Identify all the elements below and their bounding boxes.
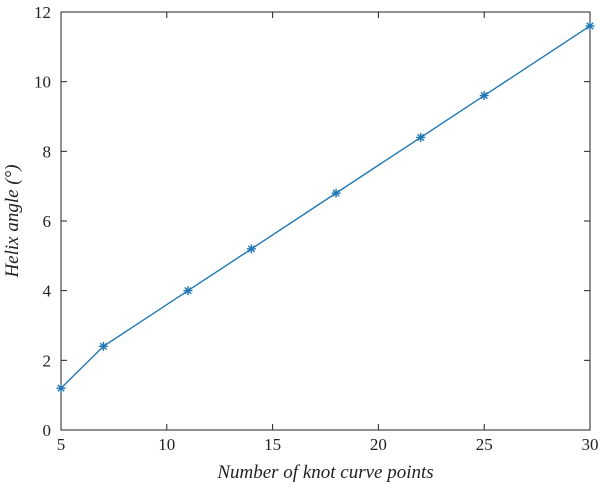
plot-frame <box>60 11 591 431</box>
axes: 5 10 15 20 25 30 0 2 4 6 8 10 12 <box>34 3 599 454</box>
y-axis-label: Helix angle (°) <box>2 164 23 278</box>
data-point-marker <box>246 244 256 254</box>
data-point-marker <box>479 91 489 101</box>
data-point-marker <box>98 341 108 351</box>
x-tick-label: 10 <box>158 435 175 454</box>
y-tick-label: 0 <box>43 421 52 440</box>
data-point-marker <box>331 188 341 198</box>
y-tick-label: 2 <box>43 351 52 370</box>
y-tick-label: 8 <box>43 142 52 161</box>
x-tick-label: 20 <box>370 435 387 454</box>
x-axis-label: Number of knot curve points <box>216 462 433 483</box>
x-tick-label: 5 <box>57 435 66 454</box>
series-line <box>60 25 591 389</box>
x-tick-label: 30 <box>582 435 599 454</box>
data-point-marker <box>416 132 426 142</box>
y-tick-label: 4 <box>43 282 52 301</box>
x-tick-label: 15 <box>264 435 281 454</box>
y-tick-label: 10 <box>34 73 51 92</box>
data-point-marker <box>56 383 66 393</box>
series-layer <box>56 21 595 393</box>
x-tick-label: 25 <box>476 435 493 454</box>
y-tick-label: 6 <box>43 212 52 231</box>
data-point-marker <box>585 21 595 31</box>
data-point-marker <box>183 286 193 296</box>
y-tick-label: 12 <box>34 3 51 22</box>
